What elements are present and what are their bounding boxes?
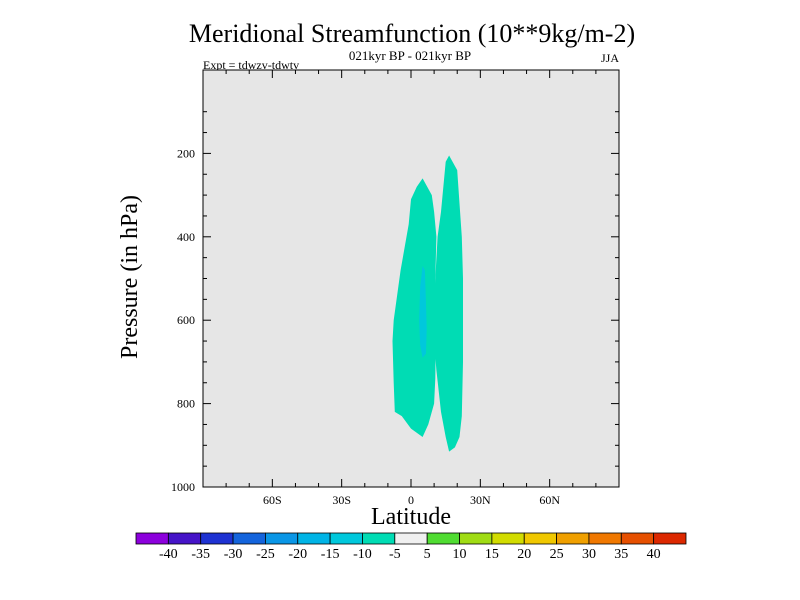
- y-tick-label: 600: [177, 313, 195, 327]
- chart-title: Meridional Streamfunction (10**9kg/m-2): [189, 19, 635, 48]
- colorbar-swatch: [588, 532, 622, 545]
- colorbar-swatch: [329, 532, 363, 545]
- colorbar-swatch: [135, 532, 169, 545]
- colorbar-swatch: [556, 532, 590, 545]
- colorbar-swatch: [265, 532, 299, 545]
- contour-region-cell-west: [392, 178, 437, 437]
- colorbar-label: -25: [256, 547, 275, 562]
- x-tick-label: 30S: [332, 493, 351, 507]
- season-label: JJA: [601, 51, 619, 65]
- y-tick-label: 400: [177, 230, 195, 244]
- colorbar-label: 10: [453, 547, 467, 562]
- contour-region-cell-east: [433, 155, 463, 452]
- colorbar-label: -20: [288, 547, 307, 562]
- colorbar-label: -15: [321, 547, 340, 562]
- colorbar-swatch: [426, 532, 460, 545]
- x-axis-label: Latitude: [371, 504, 451, 530]
- contour-region-cell-core: [419, 266, 427, 358]
- x-tick-label: 30N: [470, 493, 491, 507]
- colorbar-label: 5: [424, 547, 431, 562]
- x-tick-label: 0: [408, 493, 414, 507]
- y-axis-label: Pressure (in hPa): [117, 195, 143, 359]
- colorbar-swatch: [297, 532, 331, 545]
- colorbar-swatch: [394, 532, 428, 545]
- colorbar-label: -40: [159, 547, 178, 562]
- chart-subtitle: 021kyr BP - 021kyr BP: [349, 48, 471, 63]
- colorbar-swatch: [491, 532, 525, 545]
- experiment-label: Expt = tdwzv-tdwtv: [203, 58, 299, 72]
- colorbar-swatch: [362, 532, 396, 545]
- colorbar-label: 20: [517, 547, 531, 562]
- colorbar-swatch: [620, 532, 655, 545]
- colorbar-label: -30: [224, 547, 243, 562]
- colorbar-swatch: [200, 532, 234, 545]
- colorbar-swatch: [459, 532, 493, 545]
- y-tick-label: 200: [177, 146, 195, 160]
- colorbar-swatch: [523, 532, 557, 545]
- colorbar-label: 35: [614, 547, 628, 562]
- colorbar-label: 40: [647, 547, 661, 562]
- colorbar-label: 15: [485, 547, 499, 562]
- colorbar-label: 25: [550, 547, 564, 562]
- x-tick-label: 60S: [263, 493, 282, 507]
- colorbar-label: 30: [582, 547, 596, 562]
- colorbar: -40 -35 -30 -25 -20 -15 -10 -5 5 10 15 20 25 30 35 40: [135, 532, 687, 562]
- colorbar-swatch: [232, 532, 266, 545]
- y-tick-label: 800: [177, 397, 195, 411]
- colorbar-label: -35: [191, 547, 210, 562]
- colorbar-swatch: [167, 532, 202, 545]
- x-tick-label: 60N: [539, 493, 560, 507]
- colorbar-label: -10: [353, 547, 372, 562]
- y-tick-label: 1000: [171, 480, 195, 494]
- colorbar-swatch: [653, 532, 687, 545]
- colorbar-label: -5: [389, 547, 401, 562]
